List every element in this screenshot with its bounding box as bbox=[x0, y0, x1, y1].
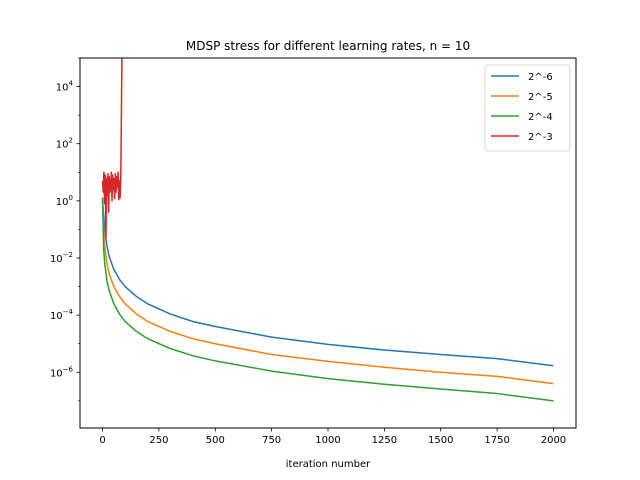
x-axis-label: iteration number bbox=[286, 459, 371, 470]
series-line-3 bbox=[101, 58, 123, 239]
x-tick-label: 500 bbox=[206, 435, 225, 446]
x-tick-label: 250 bbox=[149, 435, 168, 446]
x-axis: 0 250 500 750 1000 1250 1500 1750 2000 bbox=[99, 428, 566, 446]
x-tick-label: 1750 bbox=[484, 435, 509, 446]
legend-box bbox=[484, 64, 571, 152]
series-line-0 bbox=[101, 200, 554, 367]
legend-label: 2^-4 bbox=[528, 112, 553, 123]
legend-label: 2^-6 bbox=[528, 72, 553, 83]
x-tick-label: 1000 bbox=[315, 435, 340, 446]
legend-label: 2^-5 bbox=[528, 92, 553, 103]
legend-label: 2^-3 bbox=[528, 132, 553, 143]
y-tick-label: 104 bbox=[56, 80, 74, 94]
y-tick-label: 10−4 bbox=[50, 308, 74, 322]
legend: 2^-6 2^-5 2^-4 2^-3 bbox=[484, 64, 571, 152]
x-tick-label: 2000 bbox=[541, 435, 566, 446]
y-tick-label: 10−2 bbox=[50, 251, 73, 265]
series-line-2 bbox=[101, 197, 554, 402]
y-tick-label: 100 bbox=[56, 194, 73, 208]
series-layer bbox=[101, 58, 554, 402]
x-tick-label: 750 bbox=[262, 435, 281, 446]
y-axis: 10−6 10−4 10−2 100 102 104 bbox=[50, 57, 80, 402]
chart-title: MDSP stress for different learning rates… bbox=[186, 39, 470, 53]
series-line-1 bbox=[101, 200, 554, 385]
x-tick-label: 1250 bbox=[372, 435, 397, 446]
x-tick-label: 1500 bbox=[428, 435, 453, 446]
y-tick-label: 102 bbox=[56, 137, 73, 151]
x-tick-label: 0 bbox=[99, 435, 105, 446]
y-tick-label: 10−6 bbox=[50, 365, 74, 379]
